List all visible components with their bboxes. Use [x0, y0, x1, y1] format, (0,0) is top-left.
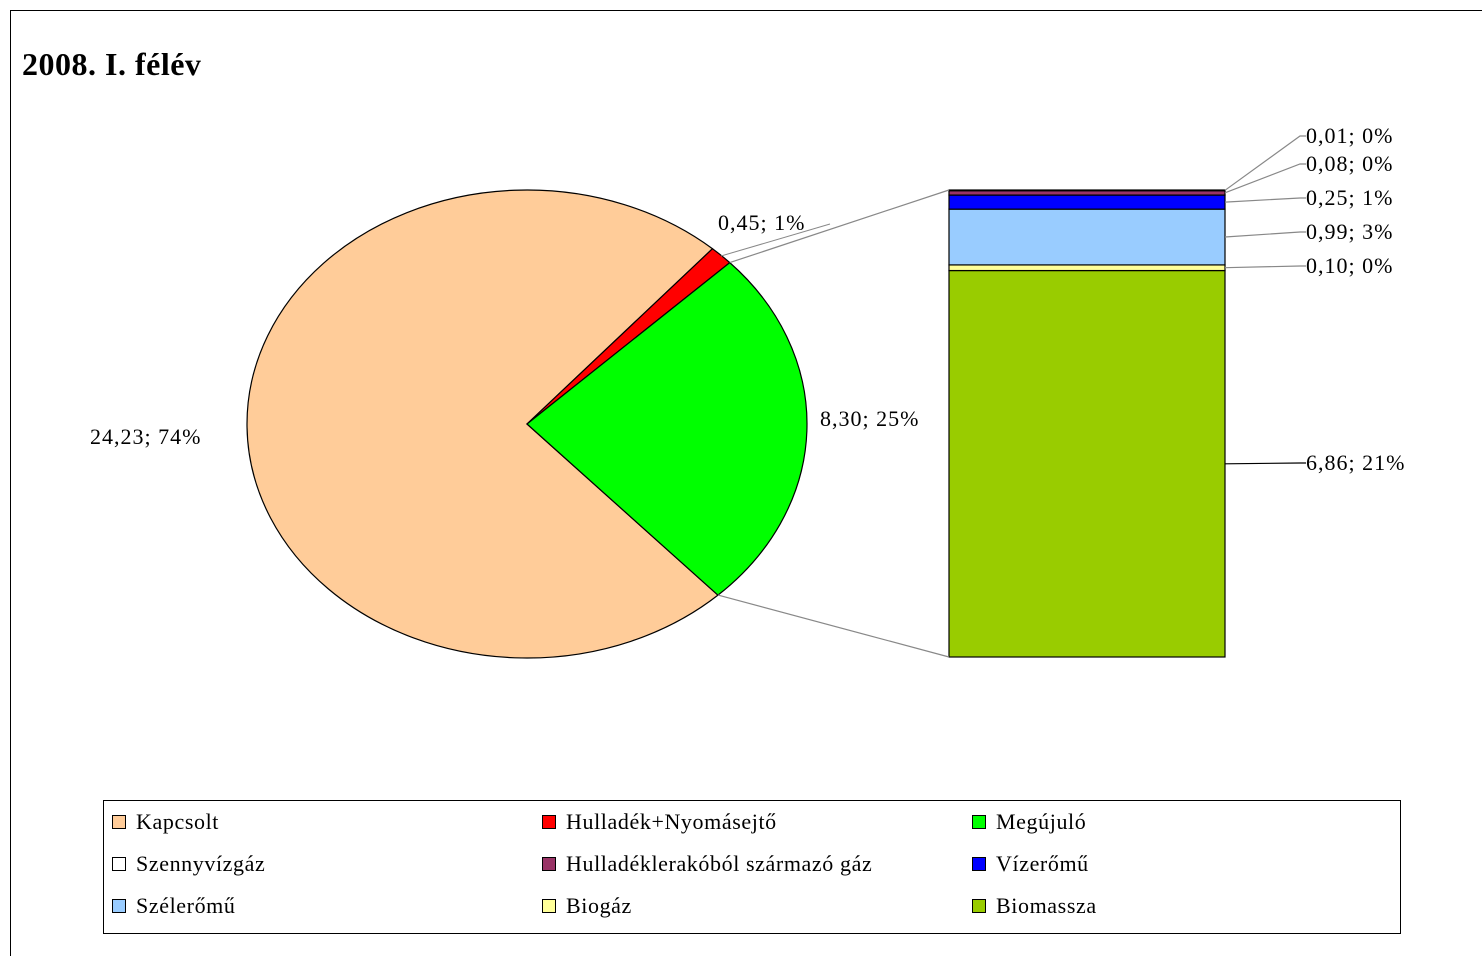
bar-segment-szennyvizgaz — [948, 189, 1226, 192]
legend-swatch — [112, 815, 126, 829]
legend-item: Hulladék+Nyomásejtő — [542, 809, 777, 835]
bar-segment-szeleromu — [948, 208, 1226, 266]
legend-label: Szélerőmű — [136, 893, 236, 918]
legend-swatch — [112, 899, 126, 913]
legend-item: Kapcsolt — [112, 809, 219, 835]
legend-item: Biomassza — [972, 893, 1097, 919]
data-label-megujulo: 8,30; 25% — [820, 406, 919, 431]
legend-label: Szennyvízgáz — [136, 851, 266, 876]
bar-segment-biomassza — [948, 269, 1226, 658]
legend-swatch — [972, 899, 986, 913]
pie-slice-megujulo — [526, 261, 808, 596]
legend-label: Kapcsolt — [136, 809, 220, 834]
connector-line-top — [729, 189, 950, 264]
pie-slice-kapcsolt — [246, 189, 719, 659]
data-label-biomassza: 6,86; 21% — [1306, 450, 1405, 475]
data-label-biogaz: 0,10; 0% — [1306, 253, 1393, 278]
data-label-hulladek-nyomasejto: 0,45; 1% — [718, 210, 805, 235]
chart-title: 2008. I. félév — [22, 46, 202, 82]
legend-swatch — [972, 857, 986, 871]
legend-label: Megújuló — [996, 809, 1087, 834]
data-label-hulladeklerakobol-szarmazo-gaz: 0,08; 0% — [1306, 151, 1393, 176]
legend-item: Biogáz — [542, 893, 632, 919]
legend-swatch — [112, 857, 126, 871]
legend-label: Vízerőmű — [996, 851, 1089, 876]
leader-line-szennyvizgaz — [1224, 135, 1306, 191]
data-label-szeleromu: 0,99; 3% — [1306, 219, 1393, 244]
legend-item: Megújuló — [972, 809, 1086, 835]
bar-segment-biogaz — [948, 264, 1226, 272]
legend-label: Biomassza — [996, 893, 1097, 918]
legend-item: Vízerőmű — [972, 851, 1089, 877]
bar-of-pie-chart: 24,23; 74% 0,45; 1% 8,30; 25% 6,86; 21% 0,10… — [90, 123, 1405, 659]
connector-line-bottom — [717, 594, 950, 658]
leader-line-vizeromu — [1224, 197, 1306, 203]
legend-item: Hulladéklerakóból származó gáz — [542, 851, 872, 877]
legend-swatch — [542, 815, 556, 829]
legend-swatch — [542, 899, 556, 913]
leader-line-hulladeklerakobol-szarmazo-gaz — [1224, 163, 1306, 194]
legend-label: Hulladék+Nyomásejtő — [566, 809, 777, 834]
chart-frame — [10, 10, 1482, 956]
legend-swatch — [542, 857, 556, 871]
leader-line-biogaz — [1224, 265, 1306, 269]
leader-line-biomassza — [1224, 462, 1306, 465]
legend-item: Szélerőmű — [112, 893, 235, 919]
data-label-szennyvizgaz: 0,01; 0% — [1306, 123, 1393, 148]
legend-label: Biogáz — [566, 893, 632, 918]
legend-item: Szennyvízgáz — [112, 851, 265, 877]
data-label-vizeromu: 0,25; 1% — [1306, 185, 1393, 210]
leader-line-hulladek-nyomasejto — [720, 223, 831, 257]
legend-label: Hulladéklerakóból származó gáz — [566, 851, 873, 876]
legend-swatch — [972, 815, 986, 829]
bar-segment-vizeromu — [948, 194, 1226, 210]
data-label-kapcsolt: 24,23; 74% — [90, 424, 201, 449]
leader-line-szeleromu — [1224, 231, 1306, 238]
chart-legend: Kapcsolt Hulladék+Nyomásejtő Megújuló Szenn… — [103, 800, 1401, 934]
